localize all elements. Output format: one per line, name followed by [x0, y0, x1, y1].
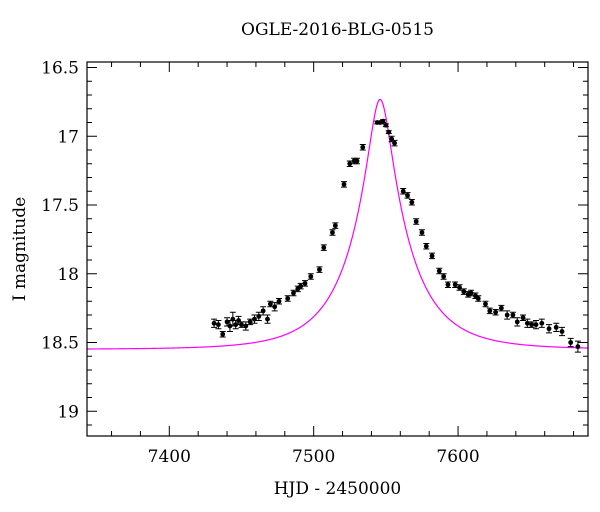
- data-point: [272, 304, 278, 310]
- model-curve: [86, 98, 589, 350]
- data-point: [533, 322, 539, 328]
- y-tick-label: 16.5: [41, 59, 79, 79]
- data-point: [504, 312, 510, 318]
- data-point: [546, 326, 552, 332]
- data-point: [493, 309, 498, 315]
- y-tick-label: 18.5: [41, 334, 79, 354]
- data-point: [285, 296, 291, 301]
- data-point: [553, 324, 559, 330]
- data-point: [347, 161, 353, 167]
- data-point: [220, 331, 226, 337]
- data-point: [575, 344, 581, 350]
- model-curve-layer: [86, 98, 589, 350]
- data-point: [330, 230, 335, 235]
- data-point: [260, 308, 266, 314]
- data-point: [360, 144, 366, 150]
- data-point: [405, 192, 410, 198]
- data-point: [529, 322, 535, 328]
- y-tick-label: 18: [57, 265, 79, 285]
- data-point: [423, 243, 429, 249]
- data-point: [211, 320, 217, 326]
- data-point: [252, 316, 257, 322]
- data-points-layer: [211, 118, 581, 353]
- data-point: [520, 315, 526, 321]
- data-point: [239, 322, 244, 328]
- x-tick-label: 7600: [436, 447, 479, 467]
- data-point: [524, 320, 530, 326]
- data-point: [321, 245, 327, 251]
- data-point: [400, 188, 406, 194]
- data-point: [267, 301, 273, 307]
- data-point: [256, 313, 262, 319]
- data-point: [215, 322, 221, 328]
- data-point: [243, 323, 249, 329]
- y-axis-label: I magnitude: [10, 197, 30, 301]
- x-axis-label: HJD - 2450000: [274, 479, 402, 499]
- data-point: [483, 301, 488, 307]
- chart-title: OGLE-2016-BLG-0515: [241, 20, 434, 40]
- data-point: [498, 305, 504, 311]
- x-tick-label: 7400: [148, 447, 191, 467]
- axis-ticks: [87, 62, 588, 436]
- data-point: [409, 199, 415, 205]
- data-point: [308, 274, 314, 279]
- data-point: [291, 290, 296, 296]
- data-point: [380, 118, 386, 124]
- y-tick-label: 19: [57, 402, 79, 422]
- data-point: [514, 319, 520, 325]
- data-point: [441, 274, 447, 279]
- data-point: [510, 312, 516, 318]
- data-point: [302, 280, 308, 286]
- data-point: [383, 122, 389, 128]
- data-point: [559, 329, 565, 334]
- data-point: [457, 285, 462, 290]
- data-point: [429, 253, 435, 259]
- data-point: [539, 320, 545, 326]
- data-point: [341, 181, 347, 187]
- y-tick-label: 17: [57, 127, 79, 147]
- data-point: [265, 316, 270, 322]
- data-point: [568, 340, 574, 345]
- y-tick-label: 17.5: [41, 196, 79, 216]
- data-point: [354, 158, 360, 164]
- data-point: [332, 223, 338, 229]
- data-point: [452, 282, 458, 288]
- data-point: [413, 219, 419, 224]
- data-point: [392, 140, 397, 146]
- data-point: [461, 289, 467, 295]
- data-point: [445, 282, 451, 288]
- data-point: [276, 298, 282, 304]
- x-tick-label: 7500: [292, 447, 335, 467]
- data-point: [386, 129, 392, 135]
- plot-frame: [86, 61, 589, 437]
- data-point: [419, 230, 425, 235]
- data-point: [468, 290, 474, 296]
- data-point: [487, 308, 493, 314]
- tick-labels: 7400 7500 7600 16.5 17 17.5 18 18.5 19: [41, 59, 480, 468]
- data-point: [475, 296, 481, 301]
- data-point: [247, 319, 253, 325]
- data-point: [298, 283, 304, 289]
- data-point: [436, 268, 442, 274]
- data-point: [317, 267, 322, 273]
